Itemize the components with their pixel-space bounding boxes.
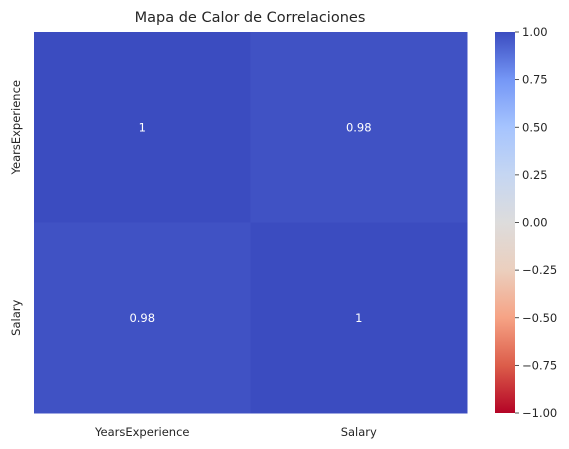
- colorbar: [495, 32, 515, 413]
- colorbar-ticks: 1.00 0.75 0.50 0.25 0.00 −0.25 −0.50 −0.75 −1.00: [515, 25, 557, 420]
- colorbar-tick-label: 0.00: [522, 216, 548, 230]
- colorbar-tick-label: −1.00: [522, 406, 557, 420]
- heatmap-cell: [250, 32, 468, 223]
- colorbar-tick-label: 0.50: [522, 120, 548, 134]
- colorbar-tick-label: −0.25: [522, 263, 557, 277]
- heatmap-cell: [34, 32, 251, 223]
- colorbar-tick-label: 0.75: [522, 73, 548, 87]
- cell-annotation: 0.98: [129, 311, 155, 325]
- colorbar-tick-label: −0.75: [522, 358, 557, 372]
- x-tick-label: Salary: [341, 425, 377, 439]
- colorbar-tick-label: 0.25: [522, 168, 548, 182]
- cell-annotation: 1: [139, 120, 146, 134]
- cell-annotation: 0.98: [346, 120, 372, 134]
- cell-annotation: 1: [355, 311, 362, 325]
- y-tick-label: YearsExperience: [9, 80, 23, 175]
- chart-title: Mapa de Calor de Correlaciones: [135, 10, 366, 26]
- y-tick-label: Salary: [9, 299, 23, 335]
- heatmap-cells: 1 0.98 0.98 1: [34, 32, 468, 414]
- x-tick-labels: YearsExperience Salary: [94, 425, 377, 439]
- colorbar-tick-label: −0.50: [522, 311, 557, 325]
- heatmap-cell: [250, 222, 468, 414]
- x-tick-label: YearsExperience: [94, 425, 189, 439]
- heatmap-cell: [34, 222, 251, 414]
- colorbar-tick-label: 1.00: [522, 25, 548, 39]
- y-tick-labels: YearsExperience Salary: [9, 80, 23, 336]
